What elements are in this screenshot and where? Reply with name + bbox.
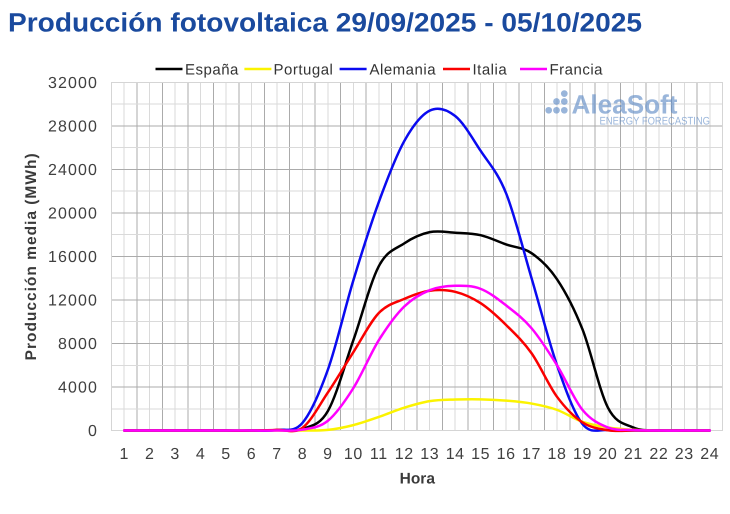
svg-text:21: 21 bbox=[624, 446, 643, 463]
svg-text:16: 16 bbox=[497, 446, 516, 463]
svg-text:24: 24 bbox=[700, 446, 719, 463]
svg-text:14: 14 bbox=[446, 446, 465, 463]
svg-text:0: 0 bbox=[88, 423, 98, 440]
svg-text:13: 13 bbox=[420, 446, 439, 463]
svg-text:11: 11 bbox=[370, 446, 388, 463]
svg-text:8: 8 bbox=[298, 446, 308, 463]
svg-text:AleaSoft: AleaSoft bbox=[572, 90, 678, 120]
svg-text:Producción fotovoltaica 29/09/: Producción fotovoltaica 29/09/2025 - 05/… bbox=[8, 8, 642, 38]
svg-text:12000: 12000 bbox=[48, 292, 98, 309]
svg-text:16000: 16000 bbox=[48, 249, 98, 266]
svg-text:5: 5 bbox=[221, 446, 231, 463]
svg-text:23: 23 bbox=[675, 446, 694, 463]
svg-text:Italia: Italia bbox=[473, 61, 508, 78]
svg-text:4000: 4000 bbox=[58, 380, 98, 397]
svg-text:18: 18 bbox=[548, 446, 567, 463]
svg-text:2: 2 bbox=[145, 446, 155, 463]
svg-text:Portugal: Portugal bbox=[274, 61, 334, 78]
svg-text:17: 17 bbox=[522, 446, 541, 463]
svg-text:6: 6 bbox=[247, 446, 257, 463]
svg-text:28000: 28000 bbox=[48, 118, 98, 135]
svg-text:15: 15 bbox=[471, 446, 490, 463]
svg-text:9: 9 bbox=[323, 446, 333, 463]
svg-text:España: España bbox=[185, 61, 239, 78]
svg-text:12: 12 bbox=[395, 446, 414, 463]
svg-text:3: 3 bbox=[170, 446, 180, 463]
svg-text:Hora: Hora bbox=[400, 471, 436, 488]
svg-text:1: 1 bbox=[119, 446, 129, 463]
svg-text:4: 4 bbox=[196, 446, 206, 463]
svg-text:32000: 32000 bbox=[48, 75, 98, 92]
svg-text:19: 19 bbox=[573, 446, 592, 463]
svg-text:Alemania: Alemania bbox=[370, 61, 437, 78]
svg-text:8000: 8000 bbox=[58, 336, 98, 353]
svg-text:24000: 24000 bbox=[48, 162, 98, 179]
svg-text:Producción media (MWh): Producción media (MWh) bbox=[23, 152, 40, 360]
svg-text:10: 10 bbox=[344, 446, 363, 463]
svg-text:7: 7 bbox=[272, 446, 282, 463]
svg-text:20000: 20000 bbox=[48, 205, 98, 222]
svg-text:ENERGY FORECASTING: ENERGY FORECASTING bbox=[600, 116, 711, 128]
svg-text:Francia: Francia bbox=[550, 61, 604, 78]
svg-text:22: 22 bbox=[649, 446, 668, 463]
svg-text:20: 20 bbox=[598, 446, 617, 463]
